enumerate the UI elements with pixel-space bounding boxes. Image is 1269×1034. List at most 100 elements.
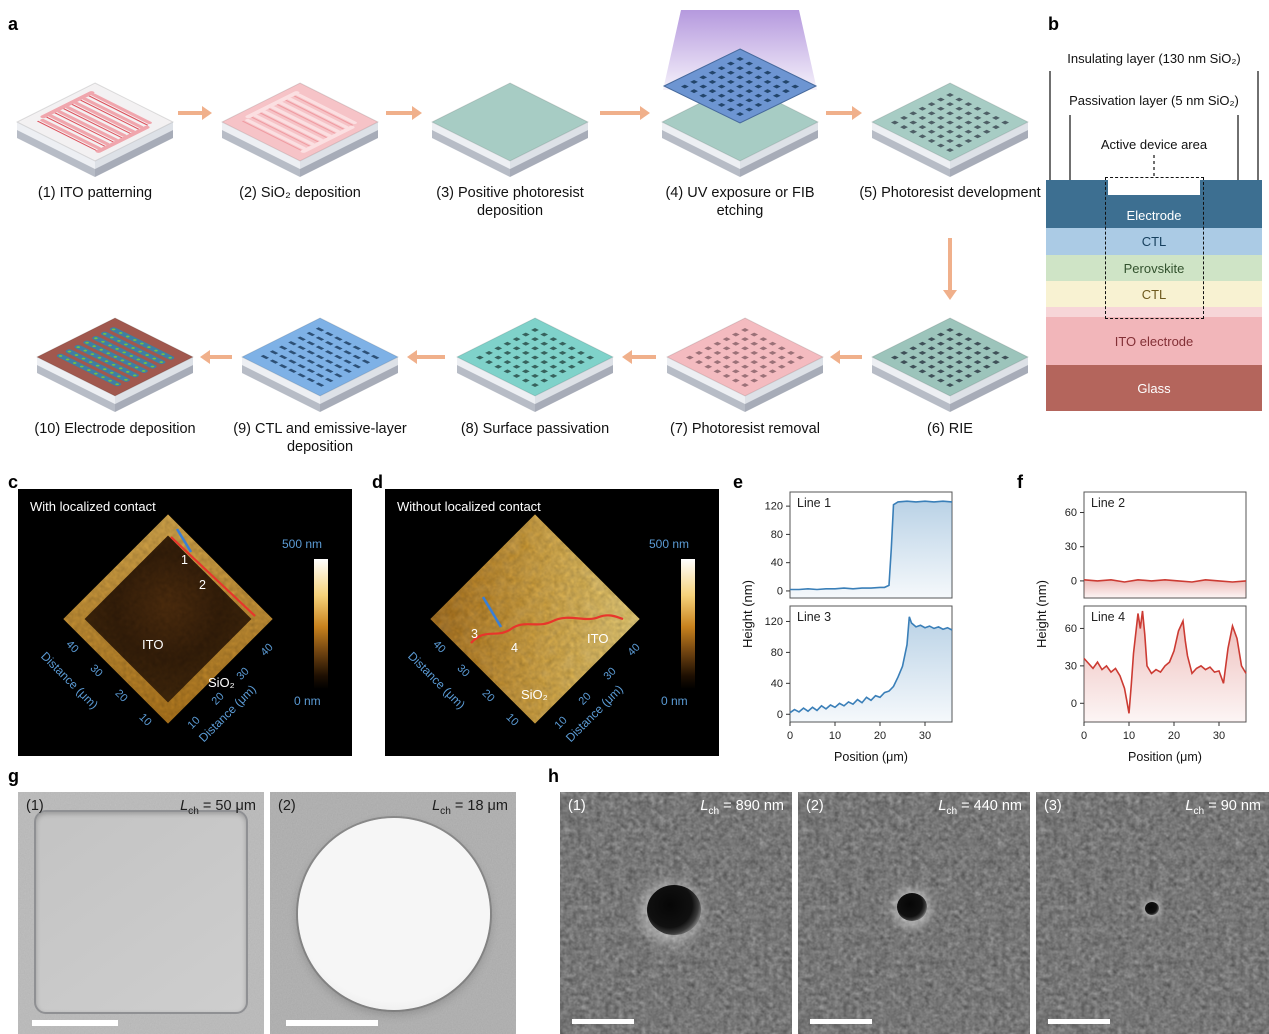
- sio2-label: SiO₂: [208, 675, 235, 690]
- stack-layer-spacer: [1046, 307, 1262, 317]
- etched-square-region: [34, 810, 248, 1014]
- stack-layer-label: CTL: [1141, 286, 1167, 302]
- svg-text:Position (μm): Position (μm): [1128, 750, 1202, 764]
- channel-length-label: Lch = 890 nm: [700, 798, 784, 817]
- process-arrow-icon: [943, 238, 957, 300]
- chip-3d-icon: [660, 10, 820, 177]
- axis-tick: 40: [430, 638, 448, 656]
- svg-text:10: 10: [829, 730, 841, 742]
- line2-profile-chart: 0 30 60 Line 2: [1065, 491, 1247, 599]
- stack-layer-label: CTL: [1141, 234, 1167, 249]
- channel-length-label: Lch = 18 μm: [432, 798, 508, 817]
- scale-bar: [286, 1020, 378, 1026]
- channel-length-label: Lch = 50 μm: [180, 798, 256, 817]
- svg-text:Line 1: Line 1: [797, 496, 831, 510]
- panel-b-label: b: [1048, 14, 1059, 34]
- axis-tick: 20: [479, 687, 497, 705]
- svg-text:40: 40: [771, 678, 783, 690]
- chip-3d-icon: [15, 82, 175, 177]
- colorbar-max-label: 500 nm: [282, 537, 323, 551]
- chip-3d-icon: [665, 317, 825, 412]
- stack-layer-label: ITO electrode: [1114, 333, 1194, 349]
- step-caption-5: (5) Photoresist development: [859, 185, 1041, 201]
- axis-tick: 10: [136, 711, 154, 729]
- step-caption-2: (2) SiO₂ deposition: [239, 185, 361, 201]
- fabrication-step-chip-3: [425, 10, 595, 180]
- panel-c-label: c: [8, 472, 19, 492]
- svg-text:30: 30: [1065, 541, 1077, 553]
- step-caption-6: (6) RIE: [927, 421, 973, 437]
- ito-label: ITO: [142, 637, 164, 652]
- process-arrow-icon: [600, 106, 650, 120]
- step-caption-8: (8) Surface passivation: [460, 421, 610, 437]
- process-arrow-icon: [826, 106, 862, 120]
- sio2-label: SiO₂: [521, 687, 548, 702]
- scale-bar: [810, 1019, 872, 1024]
- svg-text:10: 10: [1123, 730, 1135, 742]
- chip-3d-icon: [430, 82, 590, 177]
- electrode-notch: [1108, 178, 1200, 195]
- fabrication-step-chip-7: [660, 245, 830, 415]
- line3-profile-chart: 0 40 80 120 0 10 20 30 Position (μm) Line 3: [765, 605, 953, 764]
- chip-3d-icon: [870, 317, 1030, 412]
- axis-tick: 30: [454, 662, 472, 680]
- process-arrow-icon: [386, 106, 422, 120]
- passivation-layer-label: Passivation layer (5 nm SiO₂): [1069, 93, 1239, 108]
- height-colorbar: [681, 559, 695, 689]
- axis-tick: 20: [112, 687, 130, 705]
- svg-text:80: 80: [771, 647, 783, 659]
- sem-index-label: (1): [568, 798, 586, 814]
- distance-axis-label: Distance (μm): [405, 649, 468, 712]
- svg-text:60: 60: [1065, 507, 1077, 519]
- step-caption-9: (9) CTL and emissive-layer deposition: [233, 421, 407, 456]
- svg-text:0: 0: [787, 730, 793, 742]
- stack-layer-label: Electrode: [1126, 208, 1182, 223]
- step-caption-7: (7) Photoresist removal: [670, 421, 820, 437]
- line-profile-panel-f: Height (nm) 0 30 60 Line 2 0 30 60 0 10 20 30 Posi…: [1030, 486, 1262, 776]
- stack-layer-ctl: CTL: [1046, 228, 1262, 255]
- colorbar-min-label: 0 nm: [661, 694, 688, 708]
- fabrication-step-chip-4: [655, 10, 825, 180]
- fabrication-step-chip-5: [865, 10, 1035, 180]
- nanohole: [1145, 902, 1159, 915]
- axis-tick: 30: [601, 665, 619, 683]
- profile-mark-3: 3: [471, 627, 478, 641]
- device-stack: Electrode CTL Perovskite CTL ITO electrode Gl…: [1046, 180, 1262, 411]
- svg-text:120: 120: [765, 616, 783, 628]
- svg-text:Line 4: Line 4: [1091, 610, 1125, 624]
- stack-layer-glass: Glass: [1046, 365, 1262, 411]
- sem-image-890nm: (1) Lch = 890 nm: [560, 792, 792, 1034]
- scale-bar: [1048, 1019, 1110, 1024]
- channel-length-label: Lch = 440 nm: [938, 798, 1022, 817]
- profile-mark-2: 2: [199, 578, 206, 592]
- active-area-label: Active device area: [1100, 137, 1208, 152]
- afm-image-with-contact: With localized contact 1 2 ITO SiO₂ 500 …: [18, 489, 352, 756]
- process-arrow-icon: [407, 350, 445, 364]
- colorbar-max-label: 500 nm: [649, 537, 690, 551]
- ito-label: ITO: [587, 631, 609, 646]
- distance-axis-label: Distance (μm): [38, 649, 101, 712]
- stack-layer-label: Perovskite: [1123, 260, 1185, 276]
- scale-bar: [572, 1019, 634, 1024]
- panel-a-label: a: [8, 14, 19, 34]
- svg-text:30: 30: [1213, 730, 1225, 742]
- svg-text:20: 20: [1168, 730, 1180, 742]
- chip-3d-icon: [240, 317, 400, 412]
- panel-g-label: g: [8, 766, 19, 786]
- sem-index-label: (3): [1044, 798, 1062, 814]
- fabrication-step-chip-10: [30, 245, 200, 415]
- axis-tick: 10: [503, 711, 521, 729]
- chip-3d-icon: [220, 82, 380, 177]
- afm-title: Without localized contact: [397, 499, 541, 514]
- profile-mark-1: 1: [181, 553, 188, 567]
- line4-profile-chart: 0 30 60 0 10 20 30 Position (μm) Line 4: [1065, 605, 1247, 764]
- step-caption-10: (10) Electrode deposition: [34, 421, 196, 437]
- stack-layer-label: Glass: [1137, 380, 1171, 396]
- svg-text:120: 120: [765, 501, 783, 513]
- chip-3d-icon: [455, 317, 615, 412]
- chip-3d-icon: [870, 82, 1030, 177]
- scale-bar: [32, 1020, 118, 1026]
- axis-tick: 40: [625, 641, 643, 659]
- insulating-layer-label: Insulating layer (130 nm SiO₂): [1067, 51, 1241, 66]
